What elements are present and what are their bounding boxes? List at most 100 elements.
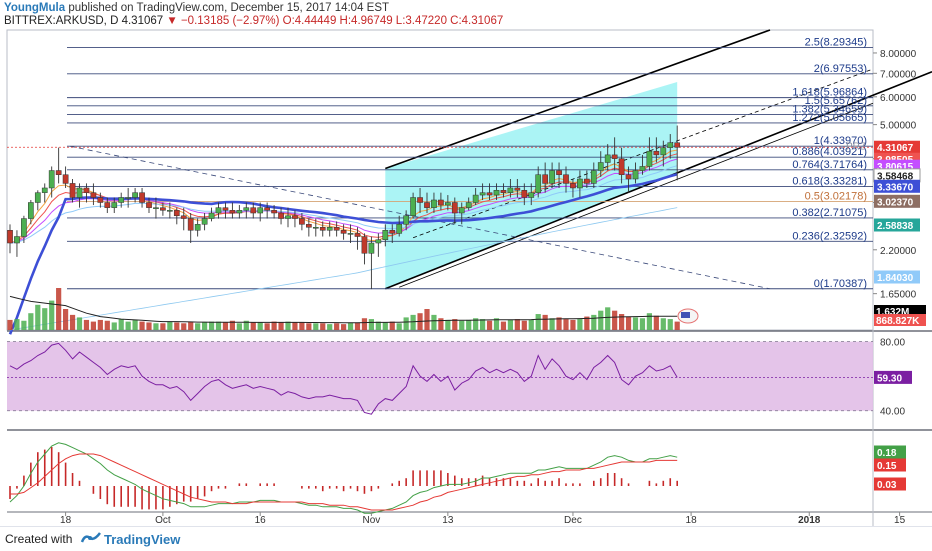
author-name[interactable]: YoungMula	[4, 2, 66, 14]
candle-body	[535, 174, 542, 193]
volume-bar	[313, 323, 319, 330]
price-tag-label: 1.84030	[877, 273, 914, 284]
volume-bar	[507, 319, 513, 330]
fib-level-label: 0.618(3.33281)	[792, 175, 867, 187]
candle	[347, 224, 354, 244]
fib-level-label: 2(6.97553)	[814, 63, 867, 75]
candle-body	[604, 154, 611, 163]
y-axis-tick-label: 1.65000	[880, 290, 917, 301]
candle-body	[347, 233, 354, 235]
price-tag	[874, 140, 920, 154]
candle	[215, 202, 222, 219]
candle-body	[382, 230, 389, 240]
candle	[514, 178, 521, 198]
candle	[111, 197, 118, 214]
candle-body	[424, 202, 430, 208]
candle-body	[55, 170, 62, 175]
price-tag	[874, 179, 920, 193]
volume-tag	[874, 314, 926, 326]
candle-body	[41, 187, 48, 193]
candle	[14, 230, 20, 257]
volume-bar	[132, 319, 138, 330]
volume-bar	[500, 321, 507, 330]
volume-bar	[236, 323, 242, 330]
candle-body	[201, 218, 208, 225]
volume-bar	[480, 319, 486, 330]
volume-bar	[660, 318, 666, 330]
candle	[396, 215, 403, 237]
candle-body	[486, 192, 493, 196]
volume-bar	[452, 319, 458, 330]
candle	[333, 221, 340, 237]
candle	[375, 233, 382, 257]
x-axis-tick-label: 18	[686, 515, 698, 526]
candle-body	[326, 227, 333, 231]
volume-bar	[208, 321, 215, 330]
price-tag	[874, 270, 920, 284]
volume-bar	[153, 323, 159, 330]
candle-body	[208, 212, 215, 219]
candle-body	[264, 207, 270, 211]
volume-bar	[341, 324, 347, 330]
candle-body	[528, 192, 535, 198]
volume-bar	[160, 323, 166, 330]
fib-level-label: 0(1.70387)	[814, 278, 867, 290]
volume-bar	[63, 309, 69, 330]
candle	[604, 144, 611, 171]
candle-body	[479, 192, 486, 196]
candle	[438, 192, 444, 211]
candle-body	[472, 194, 479, 203]
candle-body	[132, 192, 138, 198]
candle-body	[458, 207, 465, 214]
volume-bar	[215, 321, 222, 330]
volume-bar	[632, 317, 639, 330]
volume-bar	[493, 318, 500, 330]
volume-bar	[431, 314, 437, 330]
volume-bar	[347, 322, 354, 330]
candle	[632, 162, 639, 184]
ma-slow-line	[8, 172, 678, 335]
volume-bar	[28, 313, 34, 330]
candle-body	[354, 233, 361, 237]
volume-bar	[139, 321, 145, 330]
volume-bar	[306, 323, 312, 330]
candle-body	[194, 224, 201, 231]
candle-body	[7, 230, 13, 244]
candle	[278, 207, 284, 225]
fib-level-label: 0.382(2.71075)	[792, 207, 867, 219]
channel-upper-line	[385, 29, 771, 170]
candle	[445, 195, 451, 211]
tradingview-logo-icon[interactable]	[80, 530, 102, 551]
symbol-header: BITTREX:ARKUSD, D 4.31067 ▼ −0.13185 (−2…	[4, 15, 503, 27]
candle-body	[542, 174, 548, 184]
y-axis-tick-label: 2.20000	[880, 246, 917, 257]
candle-body	[577, 178, 583, 189]
fib-level-label: 0.886(4.03921)	[792, 146, 867, 158]
candle	[160, 202, 166, 216]
candle	[243, 202, 250, 219]
candle	[493, 183, 500, 200]
candle-body	[493, 190, 500, 196]
candle	[264, 202, 270, 219]
candle	[180, 207, 187, 231]
volume-bar	[514, 319, 520, 330]
volume-bar	[619, 314, 625, 330]
change-value: −0.13185 (−2.97%)	[180, 15, 280, 27]
candle	[389, 224, 396, 244]
volume-bar	[598, 310, 604, 330]
fib-level-label: 2.5(8.29345)	[805, 36, 867, 48]
volume-bar	[257, 322, 263, 330]
candle	[646, 137, 653, 171]
volume-bar	[375, 321, 381, 330]
tradingview-brand[interactable]: TradingView	[104, 532, 181, 547]
channel-mid-line	[412, 68, 874, 239]
candle	[535, 166, 542, 198]
candle	[118, 192, 125, 208]
volume-ma-line	[9, 295, 678, 324]
price-chart[interactable]: 0(1.70387) 0.236(2.32592) 0.382(2.71075) 0.…	[0, 0, 932, 526]
candle-body	[125, 197, 132, 199]
rsi-tick-label: 40.00	[880, 407, 905, 418]
candle	[458, 202, 465, 225]
candle	[250, 202, 257, 219]
volume-bar	[125, 321, 131, 330]
